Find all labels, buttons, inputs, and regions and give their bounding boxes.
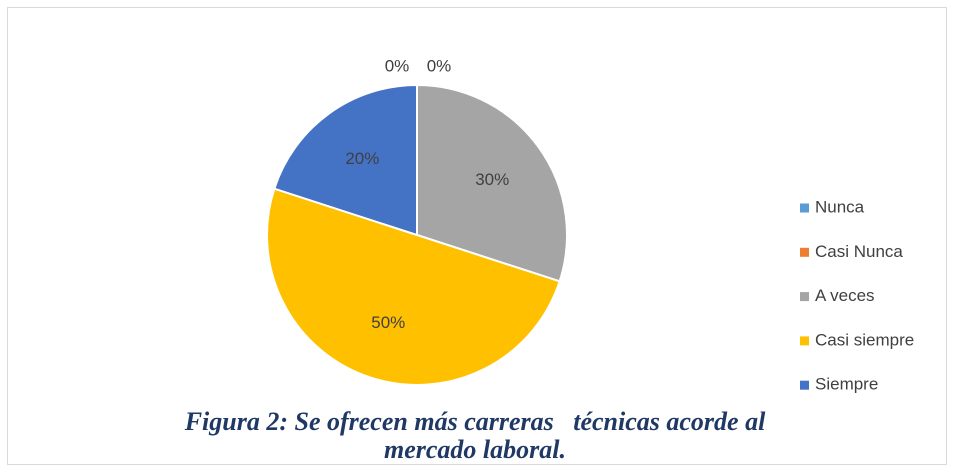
legend-label: A veces: [815, 286, 875, 305]
legend-marker: [800, 247, 809, 257]
legend-label: Nunca: [815, 197, 865, 216]
data-label: 30%: [475, 170, 509, 189]
pie-slice: [266, 187, 561, 386]
pie-slice: [416, 83, 568, 283]
legend-marker: [800, 380, 809, 390]
data-label: 20%: [345, 149, 379, 168]
data-label: 0%: [427, 56, 452, 75]
caption: Figura 2: Se ofrecen más carreras técnic…: [184, 407, 772, 464]
pie-slice: [273, 83, 418, 237]
legend-label: Casi siempre: [815, 330, 914, 349]
legend-marker: [800, 336, 809, 346]
data-label: 50%: [371, 313, 405, 332]
legend-marker: [800, 292, 809, 302]
legend-label: Siempre: [815, 375, 878, 394]
legend-marker: [800, 203, 809, 213]
data-label: 0%: [385, 56, 410, 75]
legend-label: Casi Nunca: [815, 242, 903, 261]
